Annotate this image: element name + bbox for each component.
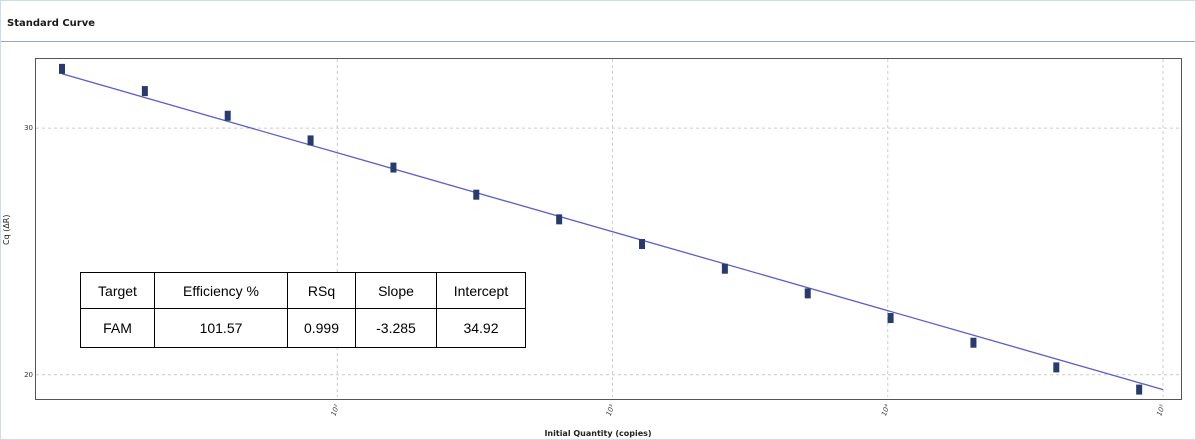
header-intercept: Intercept (436, 272, 526, 309)
data-point (556, 214, 563, 225)
data-point (887, 313, 894, 324)
header-slope: Slope (355, 272, 437, 309)
data-point (224, 110, 231, 121)
x-tick-label: 10³ (605, 403, 617, 417)
cell-rsq: 0.999 (287, 308, 356, 348)
data-point (307, 135, 314, 146)
x-tick-label: 10² (330, 403, 342, 417)
cell-intercept: 34.92 (436, 308, 526, 348)
cell-efficiency: 101.57 (154, 308, 288, 348)
data-point (390, 162, 397, 173)
data-point (1053, 362, 1060, 373)
data-point (141, 86, 148, 97)
data-point (1136, 384, 1143, 395)
data-point (59, 63, 65, 74)
y-tick-label: 20 (24, 371, 33, 379)
y-axis-label: Cq (ΔR) (2, 214, 11, 245)
stats-header-row: Target Efficiency % RSq Slope Intercept (80, 272, 526, 309)
data-point (473, 189, 480, 200)
data-point (804, 288, 811, 299)
x-axis-label: Initial Quantity (copies) (544, 429, 652, 438)
efficiency-stats-table: Target Efficiency % RSq Slope Intercept … (80, 272, 526, 348)
data-point (970, 337, 977, 348)
panel-title: Standard Curve (7, 18, 96, 29)
header-efficiency: Efficiency % (154, 272, 288, 309)
cell-target: FAM (80, 308, 155, 348)
header-target: Target (80, 272, 155, 309)
x-tick-label: 10⁵ (1155, 403, 1167, 417)
x-tick-label: 10⁴ (880, 403, 892, 417)
data-point (721, 263, 728, 274)
data-point (639, 239, 646, 250)
y-tick-label: 30 (24, 124, 33, 132)
stats-data-row: FAM 101.57 0.999 -3.285 34.92 (80, 308, 526, 348)
cell-slope: -3.285 (355, 308, 437, 348)
fit-line (61, 73, 1164, 391)
panel-header: Standard Curve (1, 1, 1195, 42)
header-rsq: RSq (287, 272, 356, 309)
